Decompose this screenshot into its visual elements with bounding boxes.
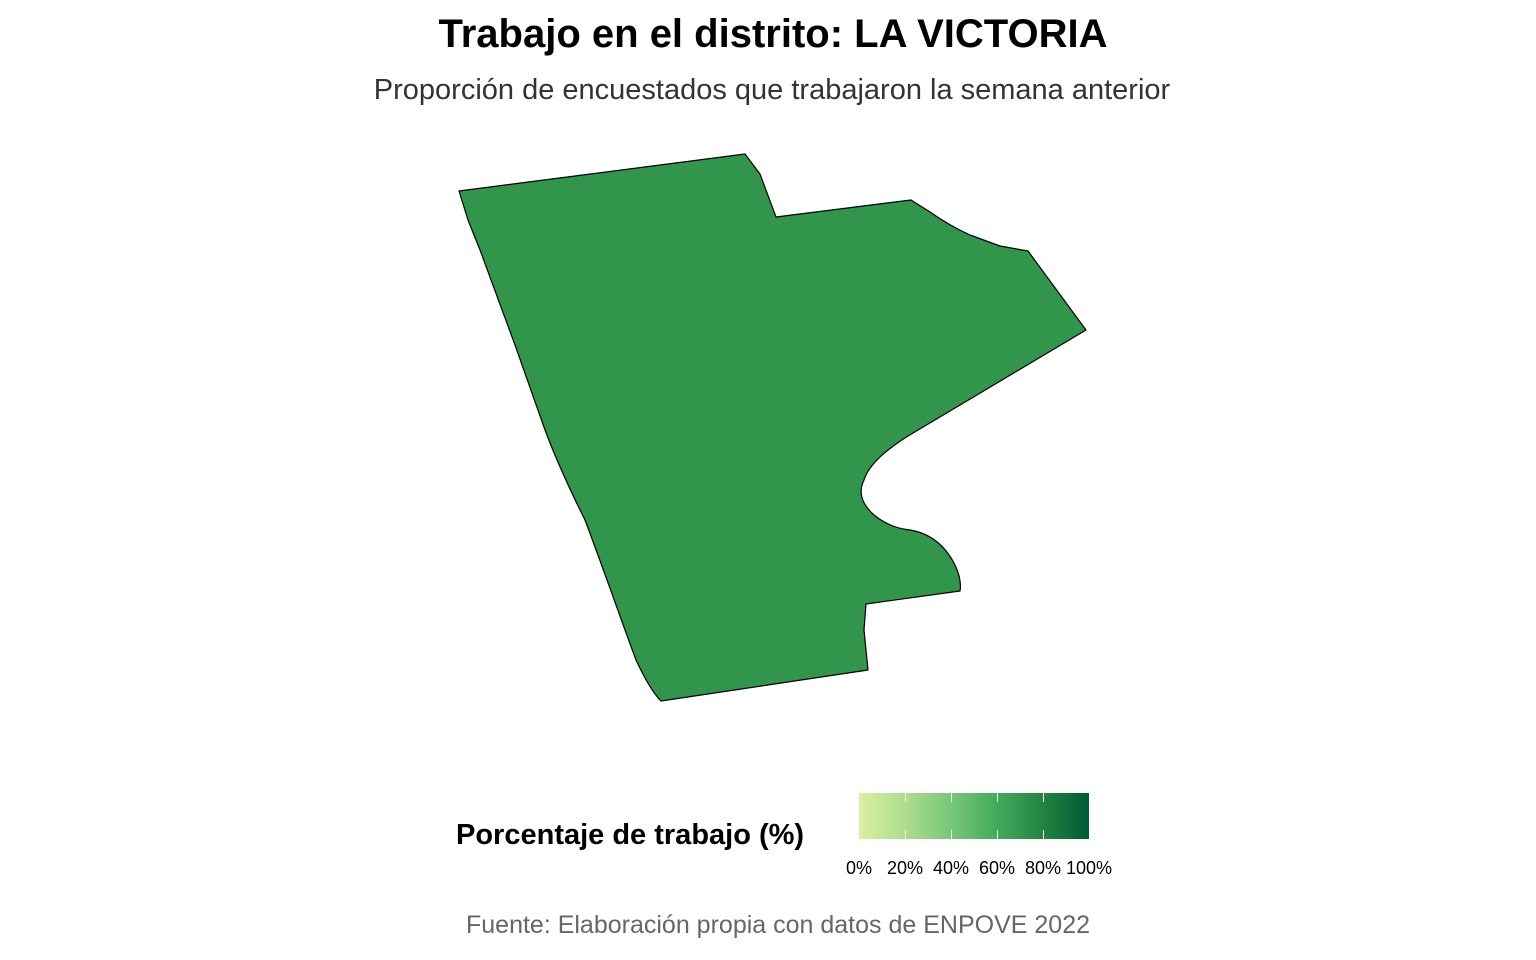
legend-tick-mark <box>1042 793 1044 802</box>
legend-tick-label: 40% <box>932 858 970 878</box>
chart-subtitle: Proporción de encuestados que trabajaron… <box>373 74 1171 106</box>
district-region-la-victoria <box>458 153 1087 702</box>
chart-title: Trabajo en el distrito: LA VICTORIA <box>438 12 1108 56</box>
legend-tick-label: 0% <box>845 858 873 878</box>
legend-tick-mark <box>950 793 952 802</box>
legend-title: Porcentaje de trabajo (%) <box>456 819 805 851</box>
legend-tick-mark <box>996 830 998 839</box>
legend-tick-mark <box>904 830 906 839</box>
legend-tick-label: 80% <box>1024 858 1062 878</box>
legend-tick-mark <box>996 793 998 802</box>
legend-tick-mark <box>904 793 906 802</box>
legend-tick-mark <box>1042 830 1044 839</box>
legend-tick-label: 100% <box>1065 858 1113 878</box>
legend-tick-label: 60% <box>978 858 1016 878</box>
legend-tick-mark <box>950 830 952 839</box>
legend-tick-label: 20% <box>886 858 924 878</box>
chart-caption: Fuente: Elaboración propia con datos de … <box>465 911 1090 939</box>
legend-colorbar <box>859 793 1089 839</box>
